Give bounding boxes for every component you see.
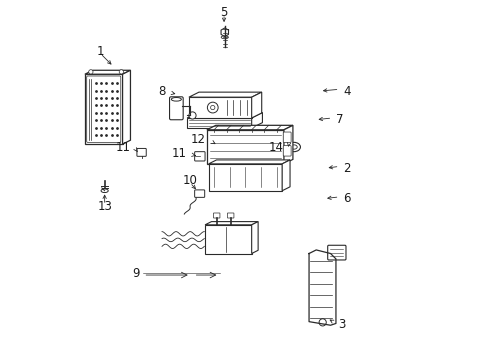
Polygon shape: [251, 92, 261, 118]
Polygon shape: [187, 118, 251, 128]
Polygon shape: [85, 70, 130, 74]
Ellipse shape: [287, 142, 300, 152]
Polygon shape: [208, 164, 282, 191]
Text: 11: 11: [172, 147, 187, 159]
Polygon shape: [208, 160, 289, 164]
Text: 5: 5: [220, 6, 227, 19]
Text: 14: 14: [268, 140, 283, 153]
FancyBboxPatch shape: [327, 245, 346, 260]
FancyBboxPatch shape: [213, 213, 220, 218]
FancyBboxPatch shape: [283, 132, 290, 143]
Text: 2: 2: [343, 162, 350, 175]
FancyBboxPatch shape: [227, 213, 233, 218]
Polygon shape: [187, 113, 262, 118]
Polygon shape: [251, 113, 262, 128]
Text: 7: 7: [335, 113, 343, 126]
Ellipse shape: [101, 189, 108, 193]
Circle shape: [319, 319, 325, 326]
Ellipse shape: [171, 98, 181, 101]
Polygon shape: [204, 222, 258, 225]
Circle shape: [119, 70, 123, 74]
Text: 12: 12: [191, 133, 206, 146]
Text: 9: 9: [132, 267, 140, 280]
FancyBboxPatch shape: [283, 146, 290, 156]
FancyBboxPatch shape: [215, 141, 223, 149]
Text: 11: 11: [115, 141, 130, 154]
Ellipse shape: [221, 36, 228, 39]
Polygon shape: [282, 160, 289, 191]
FancyBboxPatch shape: [194, 152, 204, 161]
Polygon shape: [85, 74, 122, 144]
Circle shape: [188, 112, 196, 119]
Text: 1: 1: [97, 45, 104, 58]
FancyBboxPatch shape: [137, 148, 146, 156]
Polygon shape: [206, 130, 284, 164]
Text: 10: 10: [182, 174, 197, 187]
Polygon shape: [204, 225, 251, 253]
Text: 6: 6: [343, 192, 350, 205]
Polygon shape: [188, 92, 261, 97]
Text: 3: 3: [337, 318, 345, 331]
Polygon shape: [284, 125, 292, 164]
Polygon shape: [206, 125, 292, 130]
Polygon shape: [251, 222, 258, 253]
FancyBboxPatch shape: [169, 97, 183, 120]
Polygon shape: [188, 97, 251, 118]
Text: 8: 8: [158, 85, 165, 98]
Polygon shape: [122, 70, 130, 144]
Circle shape: [207, 102, 218, 113]
Text: 4: 4: [343, 85, 350, 98]
FancyBboxPatch shape: [194, 190, 204, 197]
Text: 13: 13: [97, 201, 112, 213]
Circle shape: [88, 70, 93, 74]
